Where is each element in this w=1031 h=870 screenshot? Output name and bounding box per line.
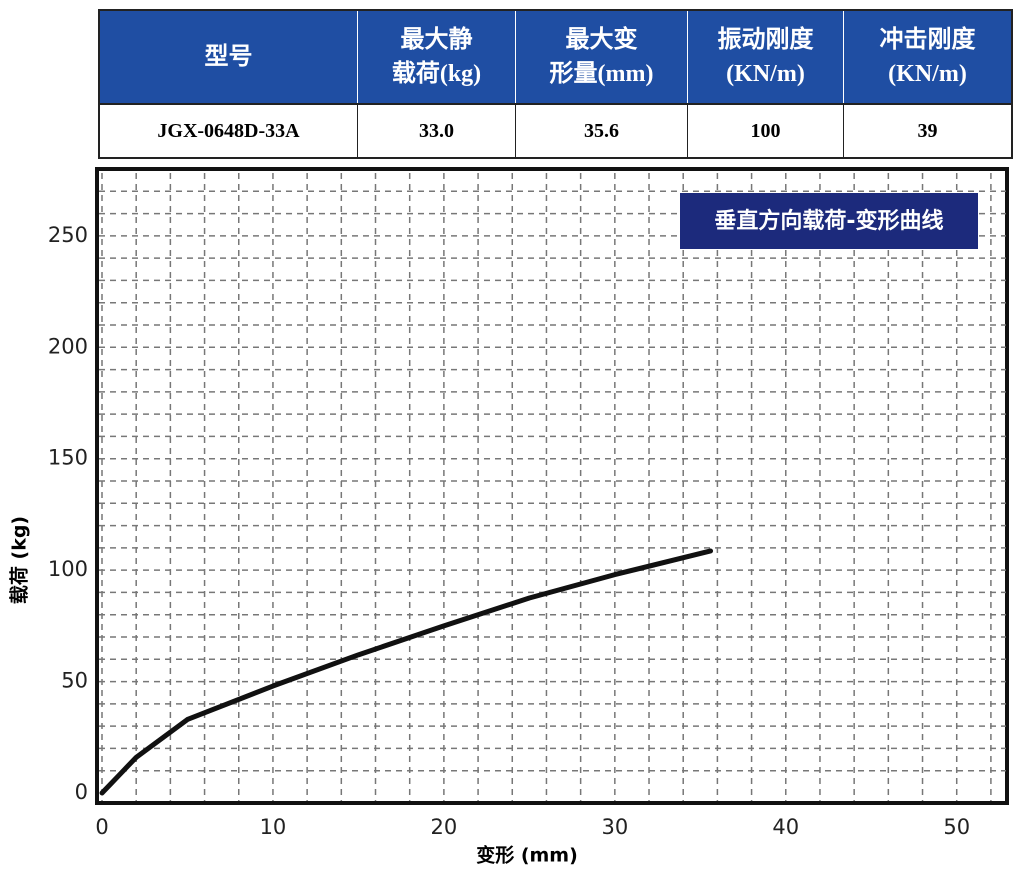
y-tick-label: 0 xyxy=(75,780,88,804)
header-text: 载荷(kg) xyxy=(391,61,482,87)
header-text: 形量(mm) xyxy=(549,61,654,87)
x-tick-label: 50 xyxy=(943,815,970,839)
cell: JGX-0648D-33A xyxy=(98,103,358,159)
x-tick-label: 40 xyxy=(772,815,799,839)
x-tick-label: 10 xyxy=(260,815,287,839)
header-cell: 最大变形量(mm) xyxy=(515,9,688,105)
header-text: (KN/m) xyxy=(888,61,967,87)
x-tick-label: 20 xyxy=(431,815,458,839)
header-cell: 冲击刚度 (KN/m) xyxy=(843,9,1013,105)
plot-background xyxy=(95,167,1009,805)
cell: 39 xyxy=(843,103,1013,159)
cell: 100 xyxy=(687,103,844,159)
header-text: 冲击刚度 xyxy=(879,27,976,53)
curve xyxy=(99,548,714,796)
data-row: JGX-0648D-33A 33.0 35.6 100 39 xyxy=(98,103,1013,159)
y-axis-label: 载荷 (kg) xyxy=(8,516,31,604)
cell: 35.6 xyxy=(515,103,688,159)
y-tick-label: 200 xyxy=(48,334,88,358)
title-badge xyxy=(680,193,978,249)
header-text: 振动刚度 xyxy=(717,27,814,53)
header-text: 最大静 xyxy=(400,27,473,53)
chart-title: 垂直方向载荷-变形曲线 xyxy=(714,208,943,234)
header-text: 型号 xyxy=(204,44,253,70)
header-row: 型号 最大静 载荷(kg) 最大变 形量(mm) 振动刚度 (KN/m) 冲击刚度 (KN/m) xyxy=(98,9,1013,105)
spec-table: 型号 最大静 载荷(kg) 最大变 形量(mm) 振动刚度 (KN/m) 冲击刚度 (KN/m)… xyxy=(98,9,1013,159)
header-cell: 最大静载荷(kg) xyxy=(357,9,516,105)
y-tick-label: 250 xyxy=(48,223,88,247)
header-cell: 振动刚度 (KN/m) xyxy=(687,9,844,105)
x-tick-label: 0 xyxy=(95,815,108,839)
header-text: 最大变 xyxy=(565,27,638,53)
header-text: (KN/m) xyxy=(726,61,805,87)
x-axis-label: 变形 (mm) xyxy=(476,844,578,867)
x-tick-label: 30 xyxy=(601,815,628,839)
y-tick-label: 50 xyxy=(61,669,88,693)
y-tick-label: 150 xyxy=(48,446,88,470)
cell: 33.0 xyxy=(357,103,516,159)
header-cell: 型号 xyxy=(98,9,358,105)
y-tick-label: 100 xyxy=(48,557,88,581)
